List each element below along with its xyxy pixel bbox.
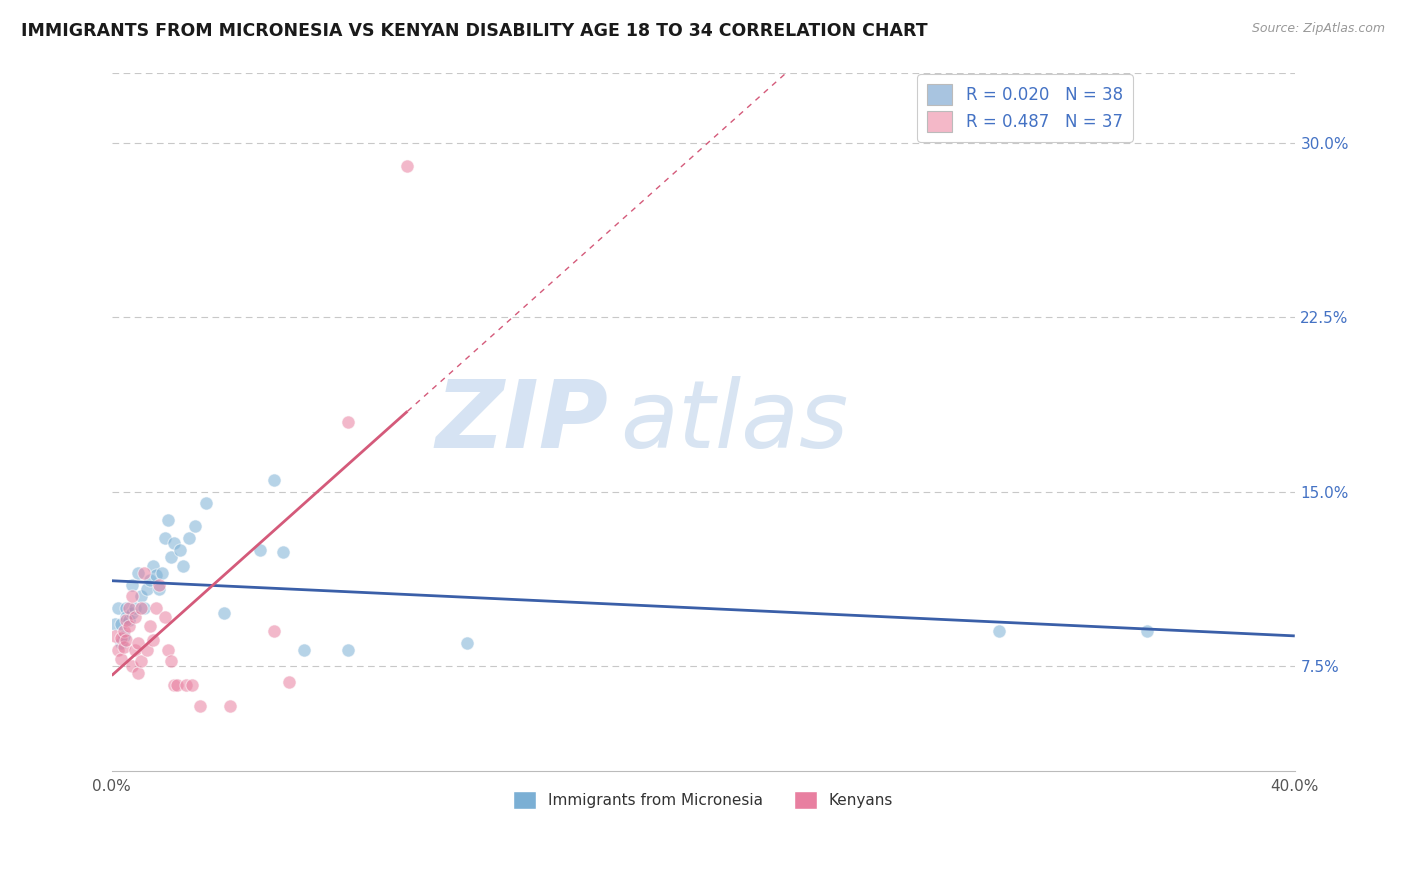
Point bbox=[163, 678, 186, 692]
Point bbox=[115, 600, 138, 615]
Point bbox=[110, 617, 132, 632]
Point bbox=[110, 636, 132, 650]
Point bbox=[142, 633, 165, 648]
Point bbox=[121, 577, 143, 591]
Point bbox=[124, 600, 146, 615]
Point bbox=[156, 642, 179, 657]
Point bbox=[172, 559, 194, 574]
Point bbox=[121, 659, 143, 673]
Point bbox=[136, 642, 159, 657]
Point bbox=[124, 610, 146, 624]
Point bbox=[127, 566, 149, 580]
Point bbox=[153, 531, 176, 545]
Legend: Immigrants from Micronesia, Kenyans: Immigrants from Micronesia, Kenyans bbox=[508, 784, 900, 815]
Point bbox=[456, 636, 478, 650]
Point bbox=[148, 582, 170, 597]
Point bbox=[163, 535, 186, 549]
Point bbox=[118, 613, 141, 627]
Point bbox=[107, 600, 129, 615]
Point bbox=[112, 624, 135, 639]
Point bbox=[112, 629, 135, 643]
Point bbox=[115, 610, 138, 624]
Point bbox=[134, 600, 156, 615]
Point bbox=[148, 577, 170, 591]
Point bbox=[115, 613, 138, 627]
Point bbox=[337, 415, 360, 429]
Point bbox=[219, 698, 242, 713]
Point bbox=[104, 629, 127, 643]
Point bbox=[271, 545, 294, 559]
Point bbox=[118, 600, 141, 615]
Point bbox=[121, 606, 143, 620]
Point bbox=[337, 642, 360, 657]
Point bbox=[129, 589, 152, 603]
Point bbox=[112, 640, 135, 655]
Point bbox=[150, 566, 173, 580]
Point bbox=[177, 531, 200, 545]
Point bbox=[110, 631, 132, 645]
Point bbox=[104, 617, 127, 632]
Text: ZIP: ZIP bbox=[436, 376, 609, 467]
Point bbox=[121, 589, 143, 603]
Point bbox=[156, 512, 179, 526]
Point bbox=[183, 519, 205, 533]
Point bbox=[139, 573, 162, 587]
Point bbox=[115, 633, 138, 648]
Point bbox=[278, 675, 301, 690]
Point bbox=[249, 542, 271, 557]
Point bbox=[129, 600, 152, 615]
Point bbox=[124, 642, 146, 657]
Point bbox=[396, 159, 419, 173]
Point bbox=[169, 542, 191, 557]
Point bbox=[110, 652, 132, 666]
Point bbox=[160, 549, 183, 564]
Point bbox=[292, 642, 315, 657]
Point bbox=[195, 496, 218, 510]
Point bbox=[145, 568, 167, 582]
Point bbox=[160, 654, 183, 668]
Point bbox=[988, 624, 1011, 639]
Point bbox=[127, 665, 149, 680]
Point bbox=[145, 600, 167, 615]
Text: Source: ZipAtlas.com: Source: ZipAtlas.com bbox=[1251, 22, 1385, 36]
Point bbox=[118, 619, 141, 633]
Point bbox=[134, 566, 156, 580]
Text: IMMIGRANTS FROM MICRONESIA VS KENYAN DISABILITY AGE 18 TO 34 CORRELATION CHART: IMMIGRANTS FROM MICRONESIA VS KENYAN DIS… bbox=[21, 22, 928, 40]
Point bbox=[190, 698, 212, 713]
Point bbox=[263, 473, 285, 487]
Point bbox=[166, 678, 188, 692]
Text: atlas: atlas bbox=[620, 376, 849, 467]
Point bbox=[1136, 624, 1159, 639]
Point bbox=[127, 636, 149, 650]
Point bbox=[174, 678, 197, 692]
Point bbox=[153, 610, 176, 624]
Point bbox=[212, 606, 235, 620]
Point bbox=[263, 624, 285, 639]
Point bbox=[136, 582, 159, 597]
Point bbox=[129, 654, 152, 668]
Point bbox=[142, 559, 165, 574]
Point bbox=[139, 619, 162, 633]
Point bbox=[180, 678, 202, 692]
Point bbox=[107, 642, 129, 657]
